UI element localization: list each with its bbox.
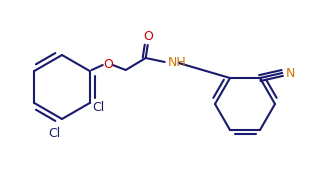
Text: Cl: Cl [48,127,60,140]
Text: O: O [103,59,113,71]
Text: NH: NH [168,56,186,70]
Text: N: N [286,66,295,79]
Text: O: O [143,30,153,42]
Text: Cl: Cl [93,100,105,113]
